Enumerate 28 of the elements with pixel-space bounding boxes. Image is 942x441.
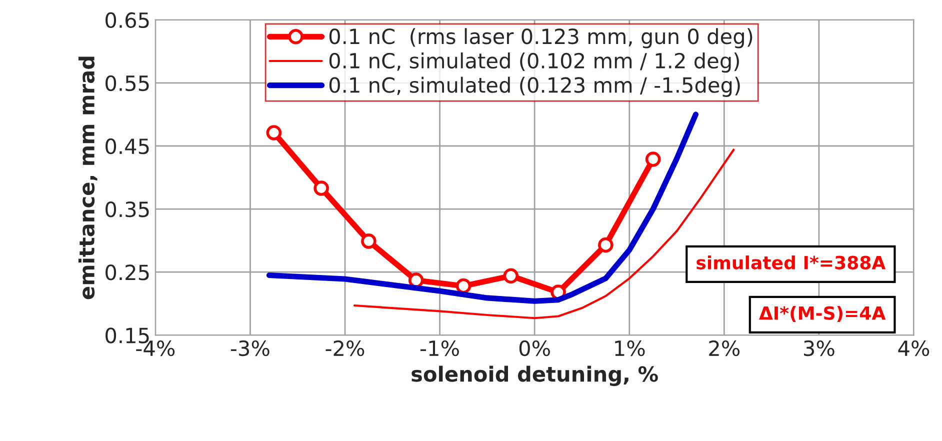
y-axis-title: emittance, mm mrad [78, 56, 98, 300]
x-tick-label: 0% [519, 340, 550, 356]
x-tick-label: 3% [804, 340, 834, 356]
annotation: simulated I*=388A [696, 255, 886, 270]
point [645, 152, 661, 167]
point [456, 278, 472, 294]
annotation: ΔI*(M-S)=4A [759, 306, 886, 322]
y-tick-label: 0.55 [106, 75, 149, 92]
point [361, 234, 376, 249]
y-tick-label: 0.25 [106, 264, 149, 280]
legend-label: 0.1 nC, simulated (0.123 mm / -1.5deg) [329, 76, 740, 97]
legend-label: 0.1 nC, simulated (0.102 mm / 1.2 deg) [329, 52, 739, 73]
y-tick-label: 0.45 [106, 138, 149, 154]
x-axis-title: solenoid detuning, % [412, 366, 658, 386]
x-tick-label: -3% [230, 340, 270, 356]
point [314, 180, 329, 196]
y-tick-label: 0.35 [106, 201, 149, 218]
y-tick-label: 0.65 [106, 12, 149, 28]
point [266, 125, 282, 140]
x-tick-label: 4% [898, 340, 930, 356]
legend-label: 0.1 nC (rms laser 0.123 mm, gun 0 deg) [329, 28, 752, 48]
x-tick-label: 2% [709, 340, 740, 356]
x-tick-label: -2% [326, 340, 364, 356]
x-tick-label: 1% [615, 340, 645, 356]
point [598, 237, 614, 253]
point [503, 268, 519, 284]
x-tick-label: -1% [420, 340, 459, 356]
point [408, 272, 424, 288]
